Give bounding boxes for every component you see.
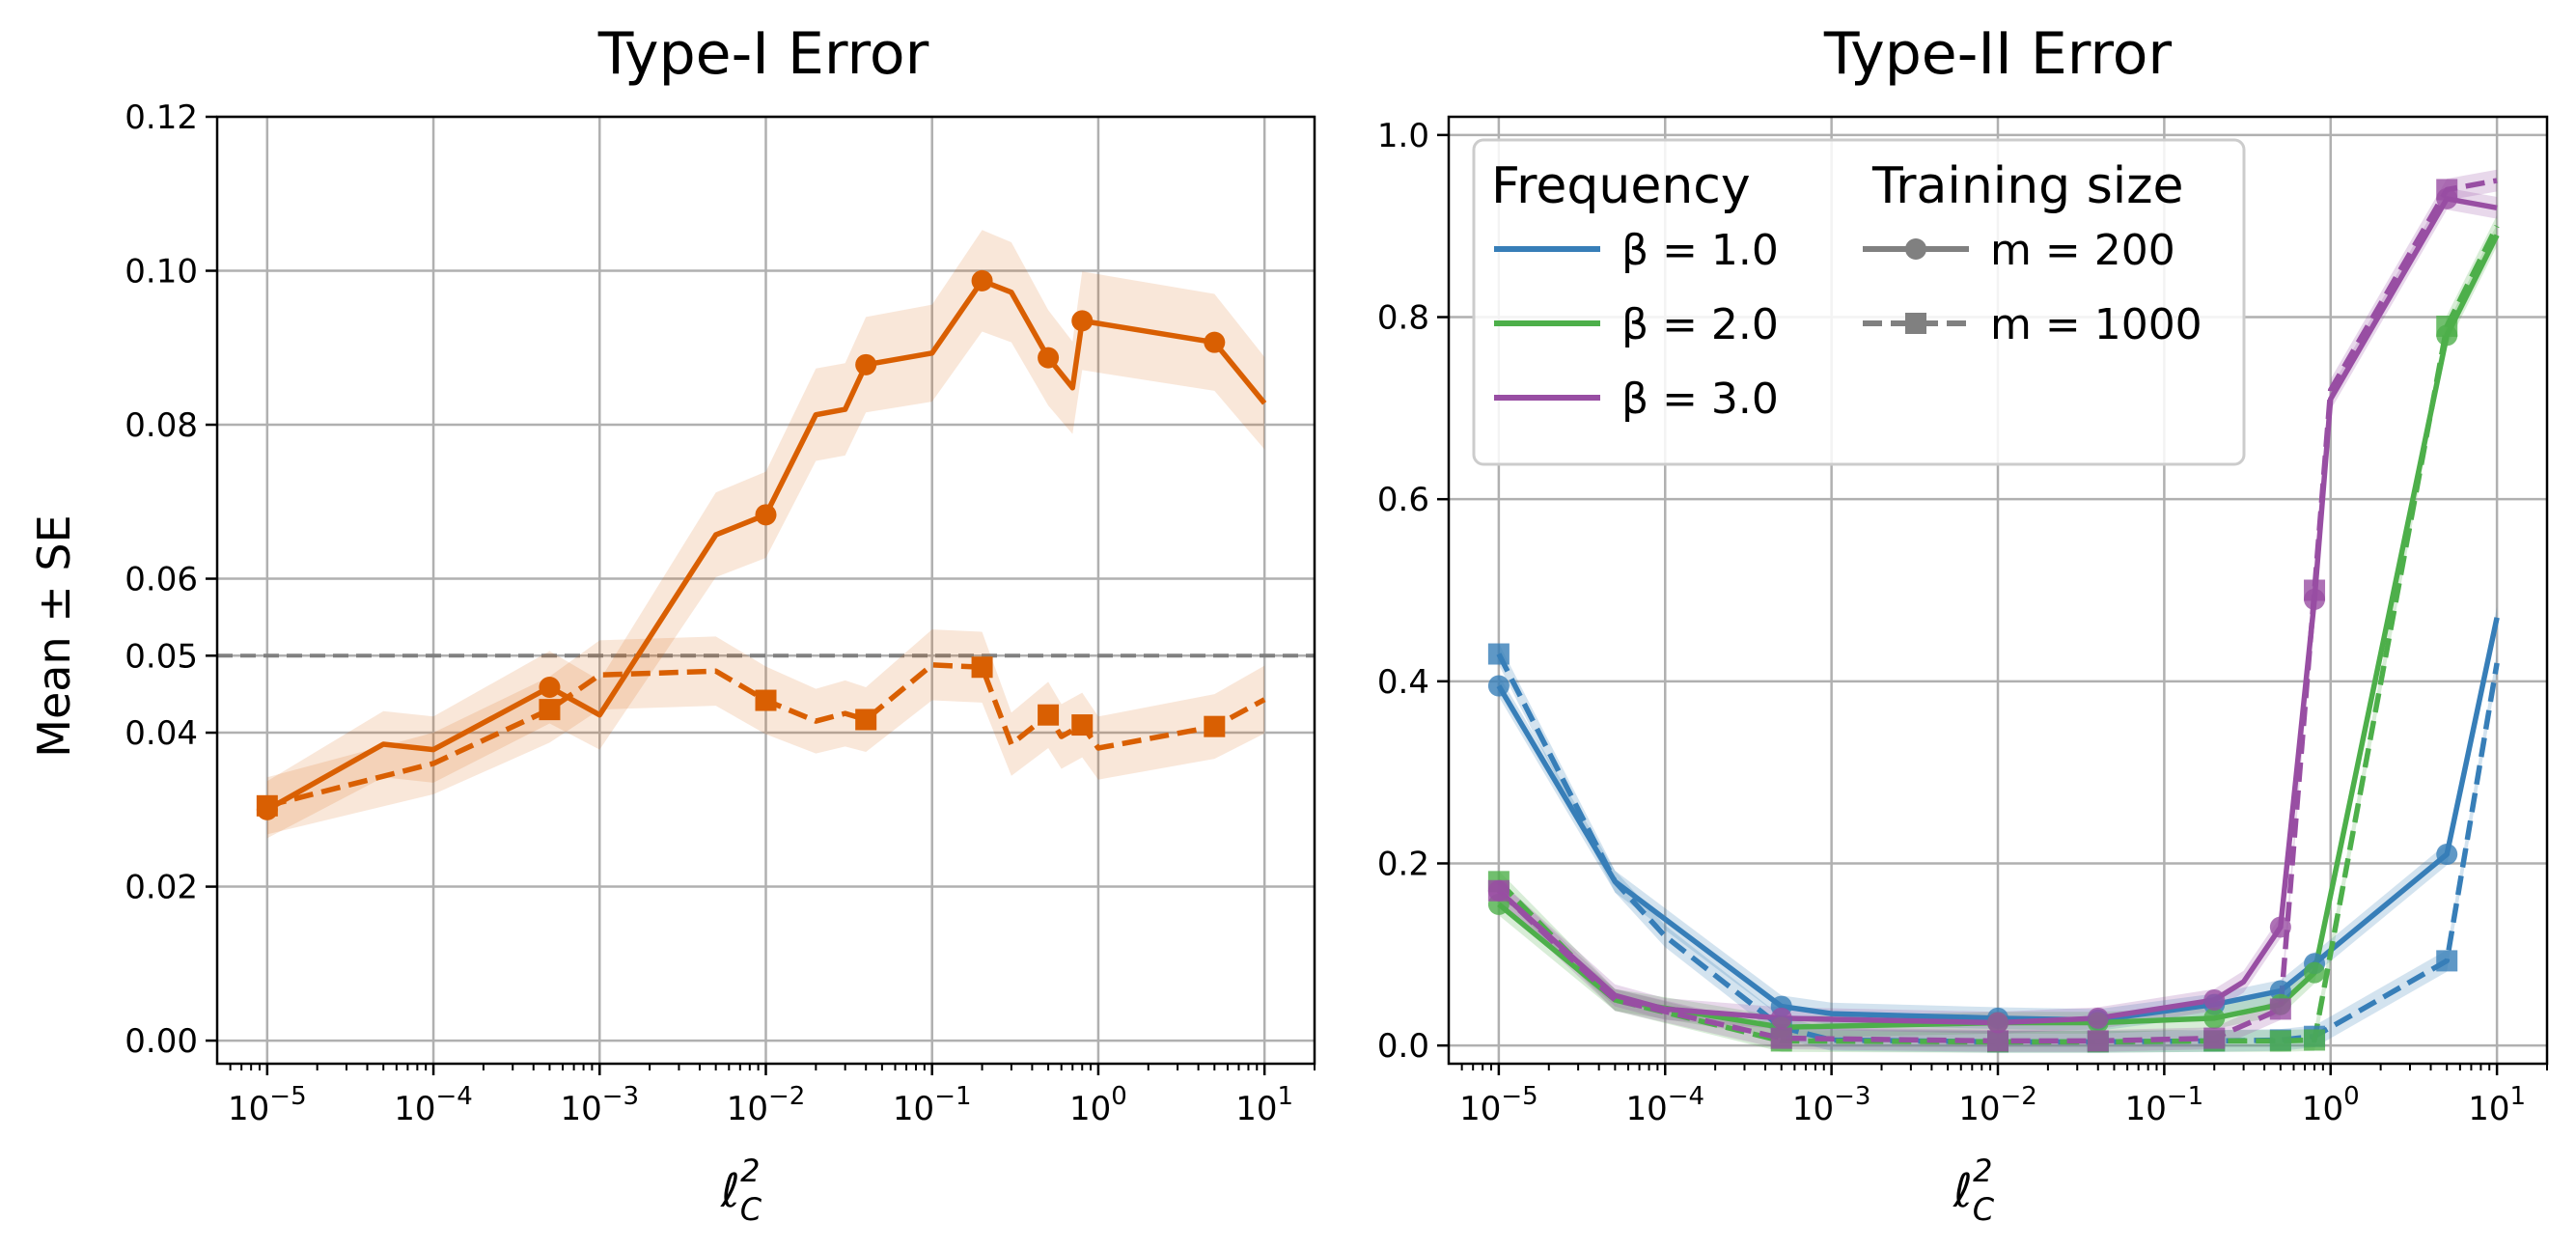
type-ii-error-panel: Type-II Error ℓC2 10−5 10−4 10−3 10−2 10−1 10… (1377, 20, 2549, 1228)
legend-training-entry: m = 1000 (1990, 300, 2202, 349)
y-tick-label: 1.0 (1377, 117, 1429, 155)
y-tick-label: 0.06 (125, 561, 198, 599)
data-point (2269, 1030, 2291, 1052)
x-tick-label: 10−3 (1792, 1082, 1871, 1128)
y-tick-label: 0.0 (1377, 1027, 1429, 1066)
data-point (971, 656, 993, 679)
type-i-se-bands (266, 230, 1265, 839)
y-tick-label: 0.00 (125, 1022, 198, 1061)
y-tick-label: 0.8 (1377, 299, 1429, 338)
x-tick-label: 101 (2468, 1082, 2526, 1128)
legend-marker (1905, 238, 1926, 260)
data-point (1770, 1027, 1792, 1049)
data-point (2087, 1030, 2109, 1052)
data-point (2436, 315, 2458, 337)
data-point (2436, 179, 2458, 201)
type-i-title: Type-I Error (597, 20, 929, 88)
se-band (266, 629, 1265, 835)
data-point (1987, 1012, 2008, 1034)
legend-frequency-entry: β = 1.0 (1621, 226, 1779, 275)
y-tick-label: 0.02 (125, 869, 198, 907)
y-tick-label: 0.12 (125, 98, 198, 137)
y-tick-label: 0.2 (1377, 845, 1429, 883)
data-point (2436, 950, 2458, 972)
data-point (2304, 1029, 2326, 1051)
type-i-ylabel: Mean ± SE (28, 514, 80, 757)
data-point (1071, 310, 1094, 332)
data-point (2269, 916, 2291, 938)
y-tick-label: 0.08 (125, 406, 198, 445)
type-i-grid (217, 115, 1315, 1064)
data-point (539, 699, 561, 721)
data-point (2203, 1027, 2226, 1049)
x-tick-label: 10−1 (893, 1082, 972, 1128)
data-point (2087, 1007, 2109, 1029)
series-line (265, 278, 1267, 813)
x-tick-label: 100 (2302, 1082, 2360, 1128)
legend-frequency-title: Frequency (1491, 157, 1751, 215)
data-point (2203, 988, 2226, 1011)
x-tick-label: 10−3 (560, 1082, 639, 1128)
legend-marker (1905, 313, 1926, 334)
type-i-xlabel: ℓC2 (720, 1153, 762, 1228)
y-tick-label: 0.10 (125, 253, 198, 292)
data-point (1071, 714, 1094, 736)
data-point (2269, 998, 2291, 1020)
data-point (1038, 347, 1060, 369)
data-point (1204, 715, 1226, 737)
type-ii-title: Type-II Error (1823, 20, 2173, 88)
se-band (266, 230, 1265, 839)
data-point (1770, 1007, 1792, 1029)
legend-frequency-entry: β = 3.0 (1621, 375, 1779, 424)
data-point (755, 689, 777, 711)
type-i-error-panel: Type-I Error Mean ± SE ℓC2 10−5 10−4 10−3 1… (28, 20, 1316, 1228)
x-tick-label: 10−4 (1625, 1082, 1704, 1128)
data-point (1987, 1030, 2008, 1052)
x-tick-label: 10−5 (1459, 1082, 1538, 1128)
data-point (855, 708, 877, 731)
type-ii-xlabel: ℓC2 (1953, 1153, 1995, 1228)
legend: Frequency Training size β = 1.0β = 2.0β … (1472, 138, 2246, 466)
y-tick-label: 0.4 (1377, 663, 1429, 702)
data-point (2203, 1007, 2226, 1029)
data-point (1038, 704, 1060, 726)
type-i-markers (256, 269, 1226, 820)
x-tick-label: 10−5 (228, 1082, 307, 1128)
y-tick-label: 0.05 (125, 637, 198, 676)
legend-training-entry: m = 200 (1990, 226, 2175, 275)
x-tick-label: 10−4 (394, 1082, 473, 1128)
data-point (539, 676, 561, 698)
type-ii-ticks: 10−5 10−4 10−3 10−2 10−1 100 101 0.0 0.2 0.4 0.6 0.… (1377, 117, 2548, 1128)
data-point (855, 353, 877, 375)
x-tick-label: 10−2 (1958, 1082, 2037, 1128)
data-point (256, 794, 278, 817)
type-ii-xlabel-text: ℓC2 (1953, 1153, 1995, 1228)
type-ii-markers (1487, 179, 2458, 1053)
x-tick-label: 101 (1235, 1082, 1293, 1128)
type-i-ticks: 10−5 10−4 10−3 10−2 10−1 100 101 0.00 0.02 0.04 0.… (125, 98, 1316, 1128)
y-tick-label: 0.6 (1377, 481, 1429, 519)
data-point (971, 269, 993, 292)
data-point (2436, 844, 2458, 866)
data-point (755, 504, 777, 526)
data-point (1204, 331, 1226, 353)
x-tick-label: 10−2 (727, 1082, 806, 1128)
data-point (1487, 879, 1510, 902)
y-tick-label: 0.04 (125, 714, 198, 753)
type-i-xlabel-text: ℓC2 (720, 1153, 762, 1228)
data-point (1487, 675, 1510, 697)
data-point (2304, 961, 2326, 984)
data-point (2304, 579, 2326, 601)
x-tick-label: 100 (1069, 1082, 1127, 1128)
legend-training-title: Training size (1871, 157, 2184, 215)
legend-box (1472, 138, 2246, 466)
data-point (1487, 643, 1510, 665)
x-tick-label: 10−1 (2125, 1082, 2204, 1128)
legend-frequency-entry: β = 2.0 (1621, 300, 1779, 349)
legend-entries: β = 1.0 β = 2.0 β = 3.0 m = 200 m = 1000 (1494, 226, 2202, 424)
